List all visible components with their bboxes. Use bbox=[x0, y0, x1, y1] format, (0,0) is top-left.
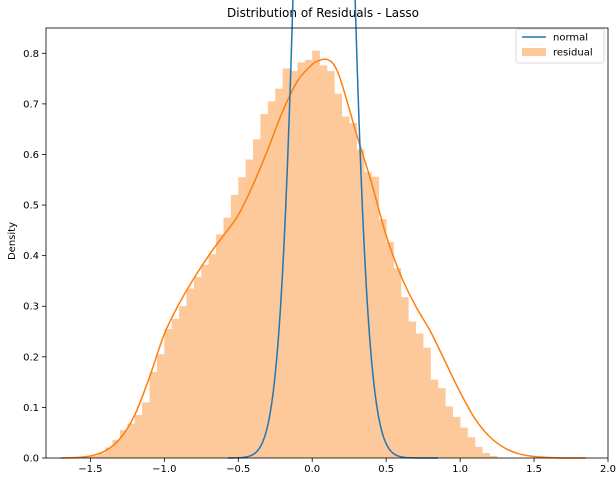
histogram-bar bbox=[216, 234, 224, 458]
histogram-bar bbox=[386, 241, 394, 458]
histogram-bar bbox=[164, 329, 173, 458]
y-tick-label: 0.0 bbox=[23, 454, 39, 465]
legend-label-normal: normal bbox=[553, 33, 588, 44]
histogram-bar bbox=[193, 276, 202, 458]
histogram-bar bbox=[297, 62, 306, 459]
histogram-bar bbox=[260, 114, 269, 458]
chart-title: Distribution of Residuals - Lasso bbox=[227, 6, 419, 20]
histogram-bar bbox=[482, 452, 490, 458]
histogram-bar bbox=[489, 455, 498, 458]
y-tick-label: 0.4 bbox=[23, 251, 39, 262]
x-tick-label: 2.0 bbox=[600, 464, 616, 475]
histogram-bar bbox=[275, 88, 283, 459]
histogram-bar bbox=[267, 101, 276, 459]
x-tick-label: −1.5 bbox=[78, 464, 102, 475]
y-tick-label: 0.5 bbox=[23, 201, 39, 212]
y-axis-ticks: 0.0 0.1 0.2 0.3 0.4 0.5 0.6 0.7 0.8 bbox=[23, 49, 46, 465]
y-tick-label: 0.2 bbox=[23, 352, 39, 363]
histogram-bar bbox=[437, 388, 446, 458]
histogram-bar bbox=[230, 194, 239, 459]
histogram-bar bbox=[415, 333, 424, 458]
legend-swatch-residual bbox=[522, 48, 546, 56]
axes-frame bbox=[45, 27, 609, 459]
histogram-bar bbox=[400, 297, 409, 458]
y-tick-label: 0.7 bbox=[23, 99, 39, 110]
histogram-bar bbox=[112, 439, 121, 458]
y-tick-label: 0.6 bbox=[23, 150, 39, 161]
histogram-bar bbox=[119, 430, 128, 458]
legend: normal residual bbox=[515, 28, 605, 64]
histogram-bar bbox=[393, 268, 402, 458]
histogram-bar bbox=[156, 354, 165, 458]
histogram-bar bbox=[201, 264, 209, 458]
histogram-bar bbox=[186, 288, 195, 458]
y-tick-label: 0.8 bbox=[23, 49, 39, 60]
histogram-bar bbox=[127, 423, 136, 458]
histogram-bar bbox=[327, 71, 335, 458]
histogram-bar bbox=[349, 123, 357, 458]
histogram-bar bbox=[452, 417, 461, 458]
x-tick-label: −1.0 bbox=[152, 464, 176, 475]
histogram-bar bbox=[467, 437, 476, 458]
histogram-bar bbox=[245, 159, 254, 458]
histogram-bar bbox=[171, 318, 180, 458]
histogram-bar bbox=[97, 453, 106, 458]
y-tick-label: 0.1 bbox=[23, 403, 39, 414]
y-tick-label: 0.3 bbox=[23, 302, 39, 313]
legend-label-residual: residual bbox=[553, 48, 593, 59]
histogram-bar bbox=[445, 406, 454, 458]
normal-curve bbox=[227, 0, 438, 459]
histogram-bar bbox=[82, 456, 91, 458]
histogram-bar bbox=[253, 139, 261, 458]
histogram-bar bbox=[423, 347, 431, 458]
histogram-bar bbox=[282, 68, 291, 459]
histogram-bar bbox=[149, 372, 158, 458]
histogram-bar bbox=[290, 71, 298, 458]
kde-curve bbox=[60, 58, 586, 459]
histogram-bar bbox=[223, 217, 232, 458]
histogram-bar bbox=[208, 254, 217, 458]
x-tick-label: 0.5 bbox=[378, 464, 394, 475]
histogram-bar bbox=[304, 59, 313, 459]
histogram-bars bbox=[82, 50, 505, 459]
y-axis-label: Density bbox=[7, 222, 18, 260]
x-tick-label: 1.0 bbox=[452, 464, 468, 475]
histogram-bar bbox=[474, 446, 483, 458]
histogram-bar bbox=[142, 402, 150, 458]
histogram-bar bbox=[408, 321, 417, 458]
histogram-bar bbox=[179, 306, 187, 458]
histogram-bar bbox=[134, 415, 143, 458]
histogram-bar bbox=[356, 149, 365, 459]
histogram-bar bbox=[105, 447, 113, 458]
histogram-bar bbox=[460, 427, 468, 458]
histogram-bar bbox=[378, 219, 387, 458]
histogram-bar bbox=[90, 455, 99, 458]
x-axis-ticks: −1.5 −1.0 −0.5 0.0 0.5 1.0 1.5 2.0 bbox=[78, 458, 616, 475]
histogram-bar bbox=[238, 177, 246, 458]
x-tick-label: −0.5 bbox=[226, 464, 250, 475]
density-lines bbox=[60, 0, 586, 459]
plot-frame bbox=[45, 27, 609, 459]
x-tick-label: 0.0 bbox=[304, 464, 320, 475]
histogram-bar bbox=[312, 50, 320, 458]
histogram-bar bbox=[371, 176, 380, 458]
histogram-bar bbox=[341, 116, 350, 458]
histogram-bar bbox=[319, 65, 328, 458]
histogram-bar bbox=[430, 379, 439, 458]
x-tick-label: 1.5 bbox=[526, 464, 542, 475]
histogram-bar bbox=[334, 93, 343, 458]
